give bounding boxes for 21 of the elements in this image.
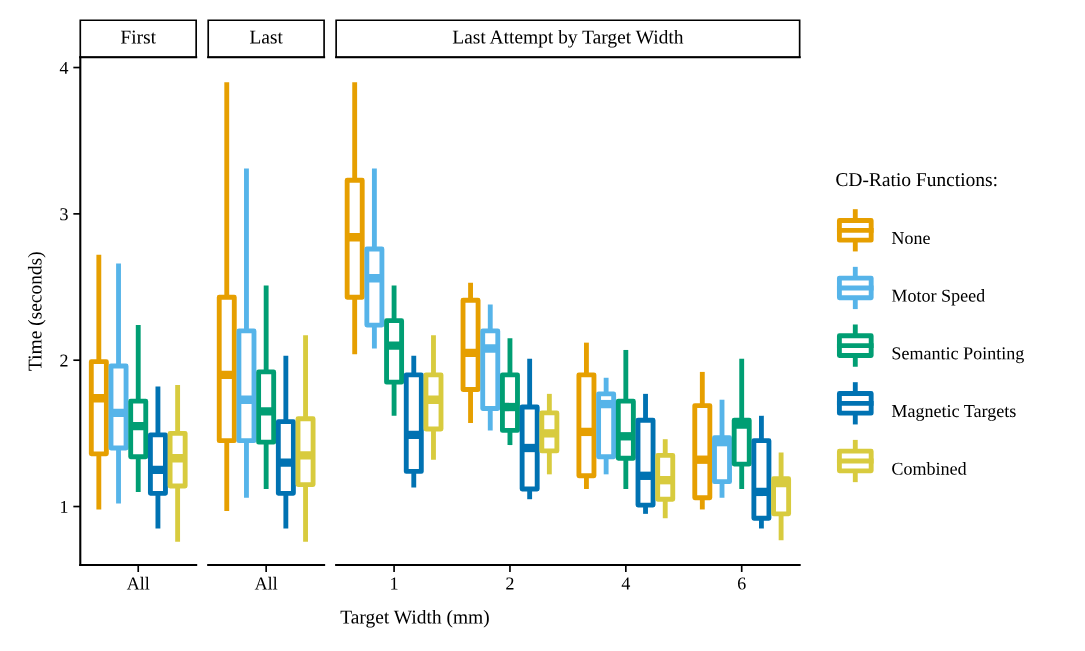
x-tick-label: 4 [621,577,631,590]
legend-label: Motor Speed [891,289,985,306]
legend-label: None [891,232,930,245]
legend-title: CD-Ratio Functions: [836,173,997,187]
x-tick-label: All [126,576,150,590]
y-tick-label: 2 [60,354,68,367]
y-tick-label: 3 [60,208,68,221]
x-tick-label: All [254,576,278,590]
x-tick-label: 2 [506,577,514,590]
x-tick-label: 6 [737,577,746,590]
x-tick-label: 1 [391,577,398,590]
y-tick-label: 4 [59,61,69,74]
y-axis-title: Time (seconds) [27,252,46,371]
x-axis-title: Target Width (mm) [340,609,489,628]
y-tick-label: 1 [61,500,68,513]
chart-title: First [120,30,156,44]
legend-label: Semantic Pointing [892,347,1024,364]
chart-title: Last [249,30,283,44]
legend-label: Magnetic Targets [891,404,1016,421]
legend-label: Combined [892,462,967,475]
chart-title: Last Attempt by Target Width [452,29,684,48]
